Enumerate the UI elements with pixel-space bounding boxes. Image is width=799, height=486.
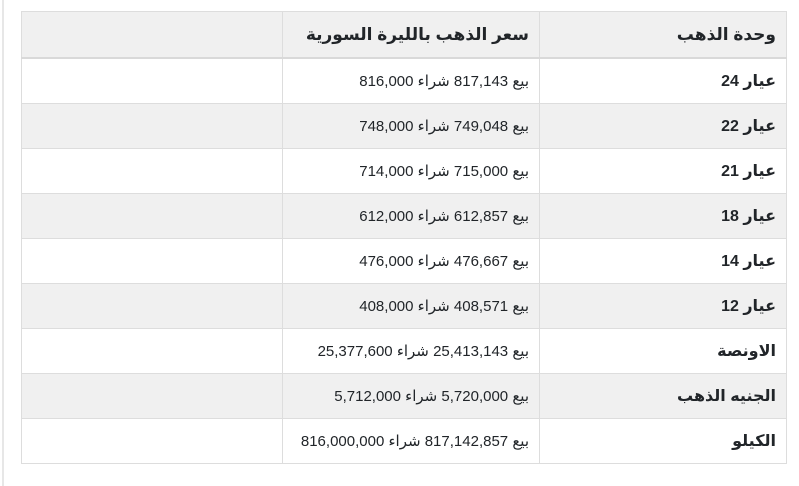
- unit-cell: الجنيه الذهب: [539, 373, 787, 419]
- sell-label: بيع: [512, 433, 529, 450]
- buy-value: 816,000,000: [300, 433, 385, 450]
- table-row: عيار 12 بيع 408,571 شراء 408,000: [21, 283, 787, 329]
- table-row: الاونصة بيع 25,413,143 شراء 25,377,600: [21, 328, 787, 374]
- price-cell: بيع 612,857 شراء 612,000: [282, 193, 540, 239]
- buy-label: شراء: [396, 343, 429, 360]
- table-header-row: وحدة الذهب سعر الذهب بالليرة السورية: [21, 11, 787, 59]
- sell-label: بيع: [512, 388, 529, 405]
- empty-cell: [21, 103, 283, 149]
- unit-cell: عيار 12: [539, 283, 787, 329]
- unit-cell: عيار 21: [539, 148, 787, 194]
- sell-value: 817,143: [453, 73, 509, 90]
- buy-value: 408,000: [359, 298, 414, 315]
- sell-label: بيع: [512, 73, 529, 90]
- buy-label: شراء: [405, 388, 438, 405]
- buy-value: 748,000: [359, 118, 414, 135]
- empty-cell: [21, 418, 283, 464]
- sell-value: 5,720,000: [441, 388, 509, 405]
- buy-value: 714,000: [359, 163, 414, 180]
- sell-label: بيع: [512, 208, 529, 225]
- header-price-syp: سعر الذهب بالليرة السورية: [282, 11, 540, 59]
- buy-value: 25,377,600: [317, 343, 393, 360]
- price-cell: بيع 5,720,000 شراء 5,712,000: [282, 373, 540, 419]
- sell-label: بيع: [512, 343, 529, 360]
- sell-value: 612,857: [453, 208, 509, 225]
- page-edge-divider: [2, 0, 4, 486]
- price-cell: بيع 817,142,857 شراء 816,000,000: [282, 418, 540, 464]
- gold-price-table: وحدة الذهب سعر الذهب بالليرة السورية عيا…: [21, 11, 787, 464]
- unit-cell: عيار 18: [539, 193, 787, 239]
- sell-value: 817,142,857: [424, 433, 509, 450]
- buy-label: شراء: [417, 298, 450, 315]
- table-row: الكيلو بيع 817,142,857 شراء 816,000,000: [21, 418, 787, 464]
- buy-value: 476,000: [359, 253, 414, 270]
- empty-cell: [21, 283, 283, 329]
- price-cell: بيع 749,048 شراء 748,000: [282, 103, 540, 149]
- empty-cell: [21, 57, 283, 104]
- sell-value: 408,571: [453, 298, 509, 315]
- unit-cell: الاونصة: [539, 328, 787, 374]
- buy-label: شراء: [417, 163, 450, 180]
- unit-cell: عيار 24: [539, 57, 787, 104]
- table-row: عيار 22 بيع 749,048 شراء 748,000: [21, 103, 787, 149]
- buy-label: شراء: [417, 73, 450, 90]
- buy-value: 5,712,000: [334, 388, 401, 405]
- price-cell: بيع 25,413,143 شراء 25,377,600: [282, 328, 540, 374]
- buy-value: 612,000: [359, 208, 414, 225]
- sell-value: 715,000: [453, 163, 509, 180]
- buy-value: 816,000: [359, 73, 414, 90]
- empty-cell: [21, 148, 283, 194]
- price-cell: بيع 476,667 شراء 476,000: [282, 238, 540, 284]
- sell-label: بيع: [512, 253, 529, 270]
- buy-label: شراء: [388, 433, 421, 450]
- sell-value: 476,667: [453, 253, 509, 270]
- unit-cell: عيار 14: [539, 238, 787, 284]
- table-row: عيار 14 بيع 476,667 شراء 476,000: [21, 238, 787, 284]
- unit-cell: عيار 22: [539, 103, 787, 149]
- sell-label: بيع: [512, 118, 529, 135]
- empty-cell: [21, 193, 283, 239]
- table-row: عيار 18 بيع 612,857 شراء 612,000: [21, 193, 787, 239]
- buy-label: شراء: [417, 208, 450, 225]
- buy-label: شراء: [417, 118, 450, 135]
- header-extra: [21, 11, 283, 59]
- table-row: عيار 24 بيع 817,143 شراء 816,000: [21, 57, 787, 104]
- empty-cell: [21, 373, 283, 419]
- price-cell: بيع 817,143 شراء 816,000: [282, 57, 540, 104]
- empty-cell: [21, 238, 283, 284]
- sell-value: 749,048: [453, 118, 509, 135]
- header-gold-unit: وحدة الذهب: [539, 11, 787, 59]
- table-row: الجنيه الذهب بيع 5,720,000 شراء 5,712,00…: [21, 373, 787, 419]
- sell-label: بيع: [512, 163, 529, 180]
- sell-label: بيع: [512, 298, 529, 315]
- unit-cell: الكيلو: [539, 418, 787, 464]
- sell-value: 25,413,143: [433, 343, 509, 360]
- empty-cell: [21, 328, 283, 374]
- price-cell: بيع 408,571 شراء 408,000: [282, 283, 540, 329]
- table-row: عيار 21 بيع 715,000 شراء 714,000: [21, 148, 787, 194]
- price-cell: بيع 715,000 شراء 714,000: [282, 148, 540, 194]
- buy-label: شراء: [417, 253, 450, 270]
